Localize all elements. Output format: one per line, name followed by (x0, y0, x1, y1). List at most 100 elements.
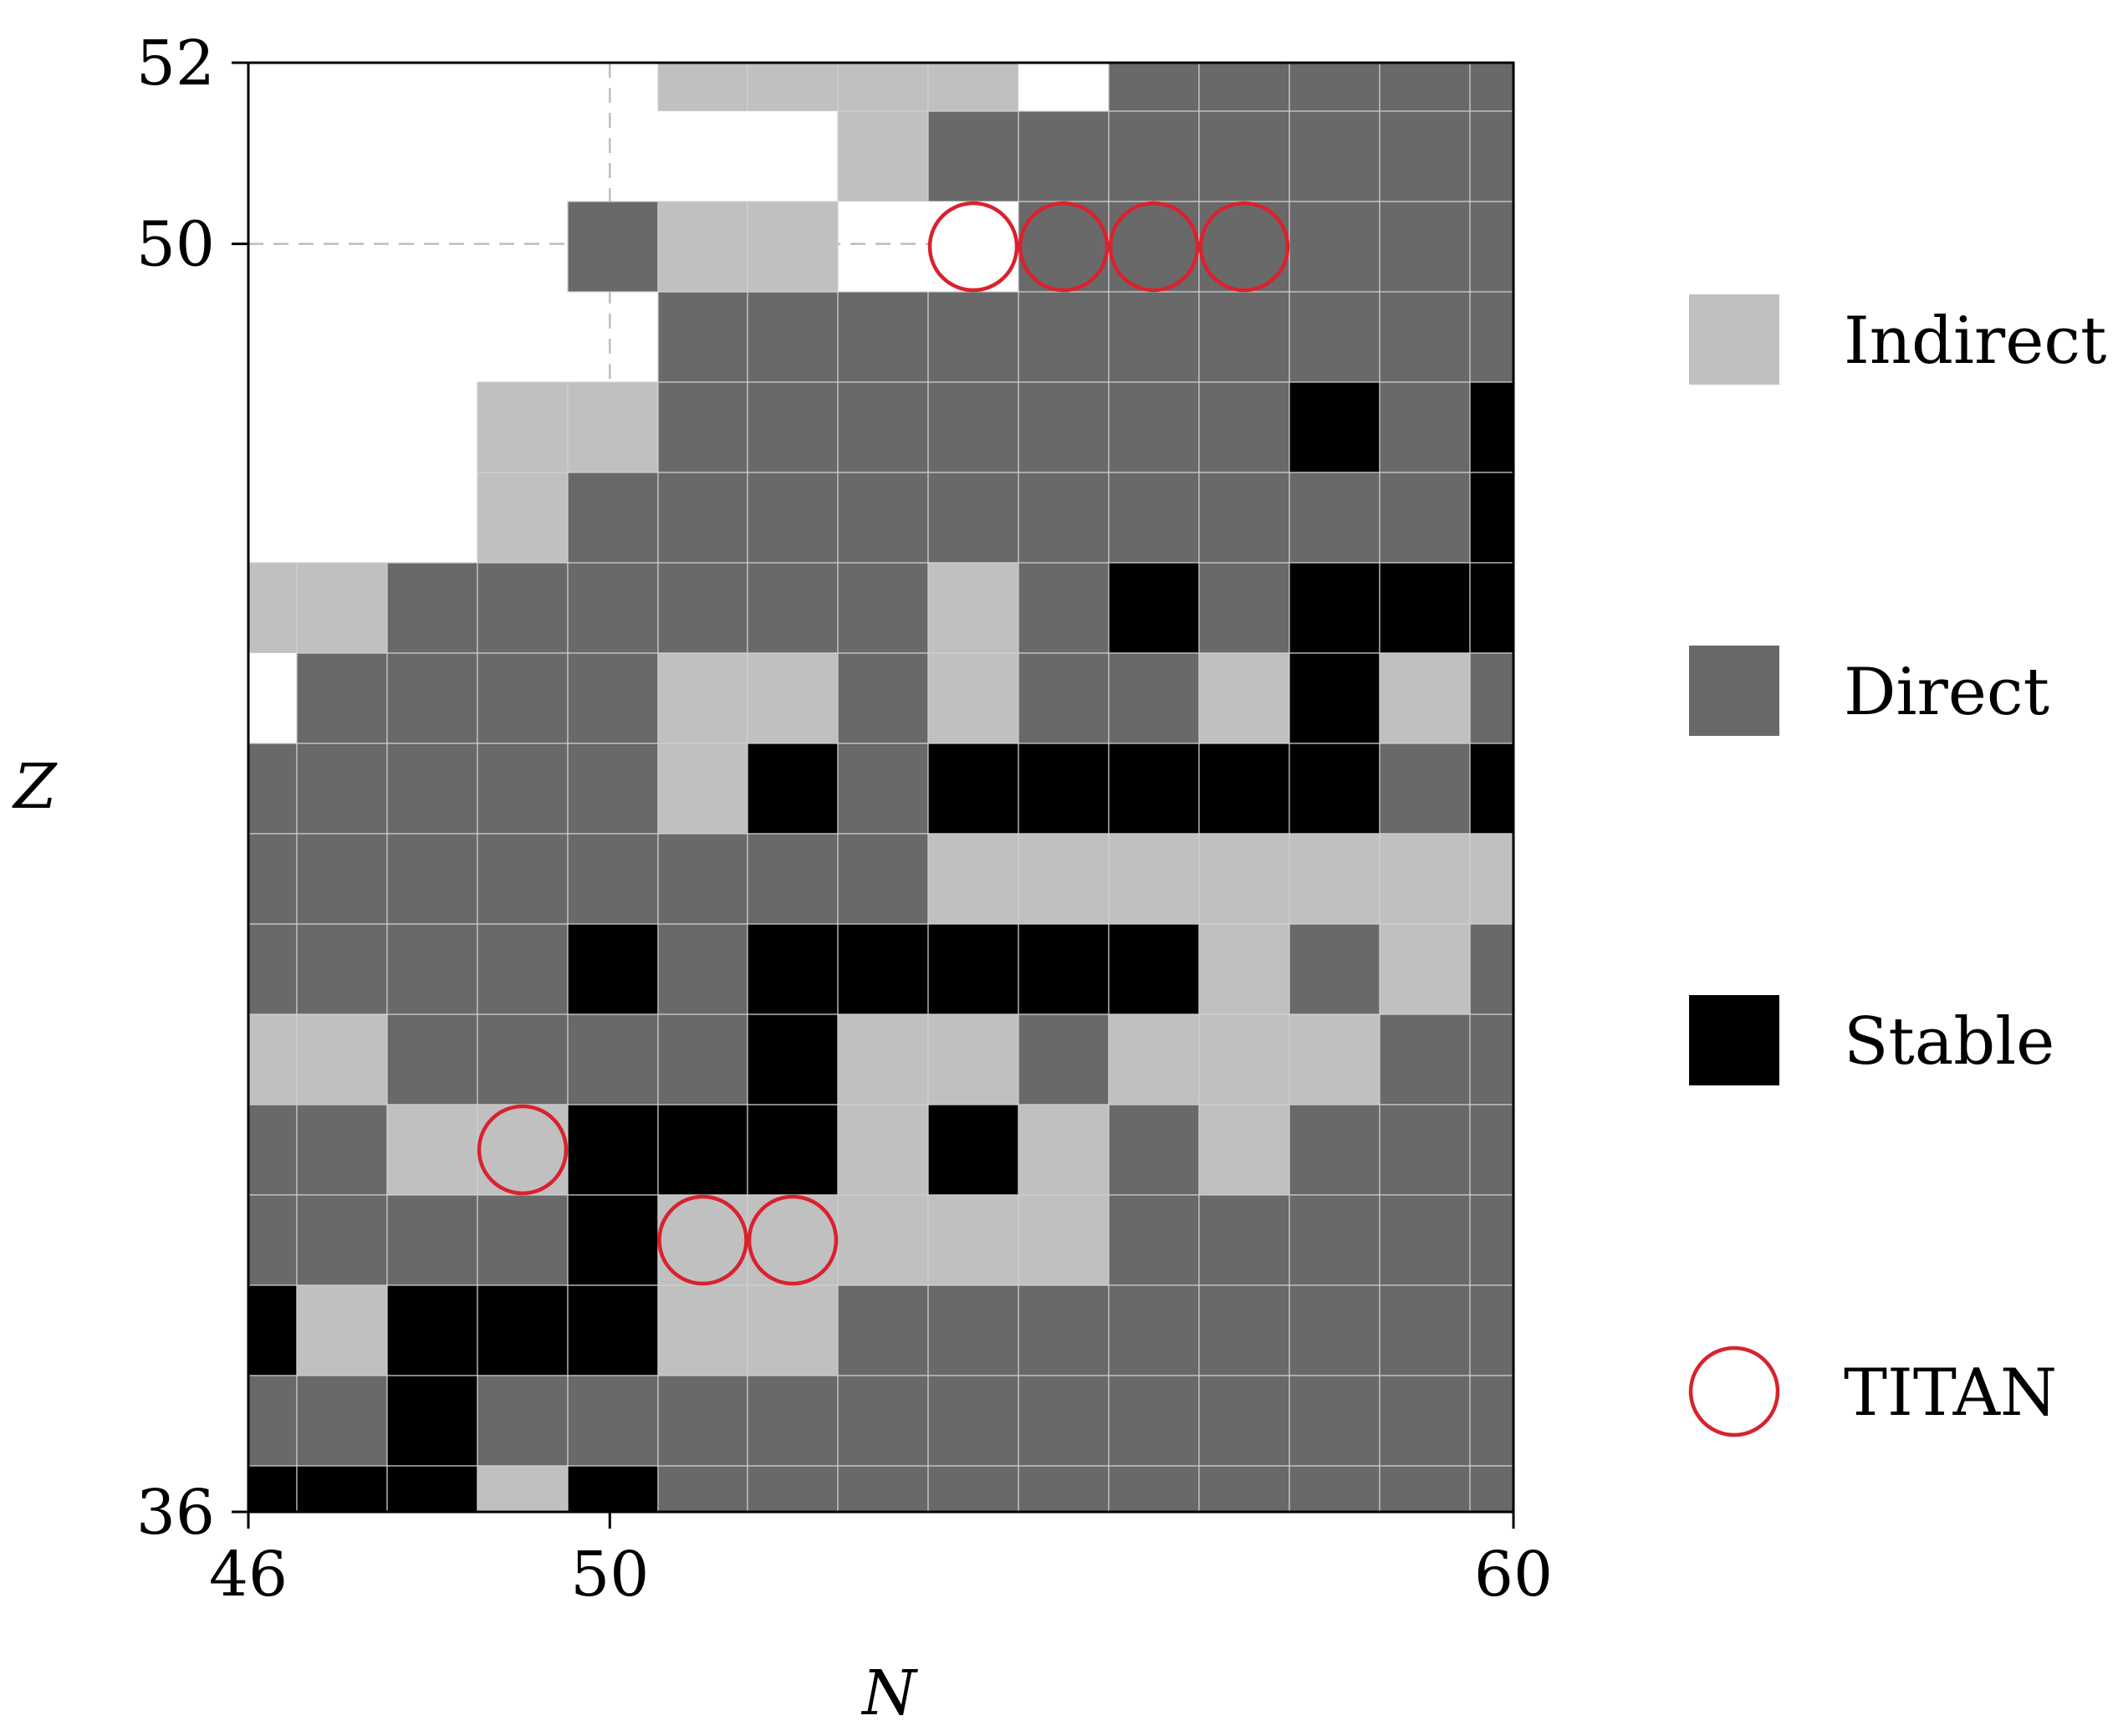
cell-empty (297, 292, 387, 382)
cell-direct (477, 1194, 569, 1286)
cell-direct (657, 472, 748, 564)
cell-direct (567, 1014, 659, 1105)
cell-indirect (296, 562, 388, 654)
cell-direct (1108, 291, 1200, 383)
cell-direct (1108, 1194, 1200, 1286)
cell-stable (747, 1104, 839, 1196)
cell-direct (657, 562, 748, 654)
legend-swatch-direct (1689, 646, 1779, 736)
cell-stable (927, 923, 1019, 1015)
titan-marker (1198, 201, 1290, 293)
cell-indirect (927, 652, 1019, 744)
cell-indirect (657, 201, 748, 293)
cell-empty (477, 111, 568, 202)
cell-direct (1018, 1465, 1110, 1513)
cell-direct (248, 833, 298, 925)
cell-direct (837, 1375, 929, 1467)
cell-direct (927, 291, 1019, 383)
cell-direct (1018, 110, 1110, 202)
cell-indirect (927, 833, 1019, 925)
cell-direct (1289, 923, 1381, 1015)
cell-direct (1379, 743, 1471, 835)
legend-label: TITAN (1844, 1356, 2057, 1431)
cell-direct (747, 291, 839, 383)
cell-direct (1198, 381, 1290, 473)
cell-empty (387, 292, 477, 382)
cell-direct (1289, 1194, 1381, 1286)
cell-direct (248, 923, 298, 1015)
cell-stable (1018, 923, 1110, 1015)
cell-direct (1379, 472, 1471, 564)
cell-indirect (1198, 1014, 1290, 1105)
cell-empty (568, 292, 658, 382)
cell-indirect (1379, 833, 1471, 925)
cell-direct (1108, 1465, 1200, 1513)
cell-direct (248, 743, 298, 835)
cell-direct (386, 923, 478, 1015)
cell-direct (567, 472, 659, 564)
cell-direct (386, 833, 478, 925)
cell-direct (1018, 562, 1110, 654)
cell-direct (747, 1375, 839, 1467)
cell-direct (657, 833, 748, 925)
cell-stable (1198, 743, 1290, 835)
cell-direct (1198, 1194, 1290, 1286)
cell-direct (1469, 62, 1514, 112)
cell-direct (927, 1465, 1019, 1513)
cell-indirect (747, 62, 839, 112)
cell-stable (1469, 381, 1514, 473)
x-tick-label: 46 (209, 1539, 288, 1611)
cell-direct (1469, 1104, 1514, 1196)
cell-stable (477, 1284, 569, 1376)
cell-direct (296, 833, 388, 925)
cell-direct (747, 472, 839, 564)
cell-indirect (477, 472, 569, 564)
cell-direct (1108, 381, 1200, 473)
cell-direct (1198, 62, 1290, 112)
cell-direct (1469, 1375, 1514, 1467)
cell-direct (1108, 110, 1200, 202)
cell-indirect (747, 1284, 839, 1376)
cell-empty (248, 472, 297, 563)
cell-direct (1198, 472, 1290, 564)
cell-indirect (477, 381, 569, 473)
cell-direct (296, 743, 388, 835)
legend: Indirect Direct Stable TITAN (1688, 294, 2106, 1437)
cell-indirect (1469, 833, 1514, 925)
cell-direct (1108, 652, 1200, 744)
cell-indirect (296, 1014, 388, 1105)
cell-direct (837, 562, 929, 654)
cell-indirect (1018, 833, 1110, 925)
cell-empty (748, 111, 838, 202)
cell-indirect (1289, 1014, 1381, 1105)
cell-direct (1379, 1194, 1471, 1286)
cell-indirect (837, 1194, 929, 1286)
cell-direct (296, 923, 388, 1015)
cell-stable (567, 1104, 659, 1196)
reference-lines (248, 63, 928, 382)
cell-direct (747, 833, 839, 925)
cell-direct (477, 652, 569, 744)
titan-marker (927, 201, 1019, 293)
cell-direct (248, 1194, 298, 1286)
cell-indirect (927, 1194, 1019, 1286)
cell-direct (1018, 1284, 1110, 1376)
cell-indirect (1198, 1104, 1290, 1196)
cell-stable (567, 1284, 659, 1376)
cell-empty (297, 63, 387, 111)
cell-empty (248, 202, 297, 292)
titan-marker (747, 1194, 839, 1286)
cell-direct (567, 201, 659, 293)
cell-direct (927, 472, 1019, 564)
cell-indirect (657, 743, 748, 835)
cell-direct (1469, 1194, 1514, 1286)
cell-stable (386, 1375, 478, 1467)
cell-direct (1018, 1014, 1110, 1105)
cell-direct (657, 291, 748, 383)
cell-direct (657, 1014, 748, 1105)
cell-direct (1469, 1014, 1514, 1105)
cell-direct (1379, 1465, 1471, 1513)
cell-empty (1018, 63, 1109, 111)
cell-stable (1379, 562, 1471, 654)
cell-direct (1379, 1104, 1471, 1196)
